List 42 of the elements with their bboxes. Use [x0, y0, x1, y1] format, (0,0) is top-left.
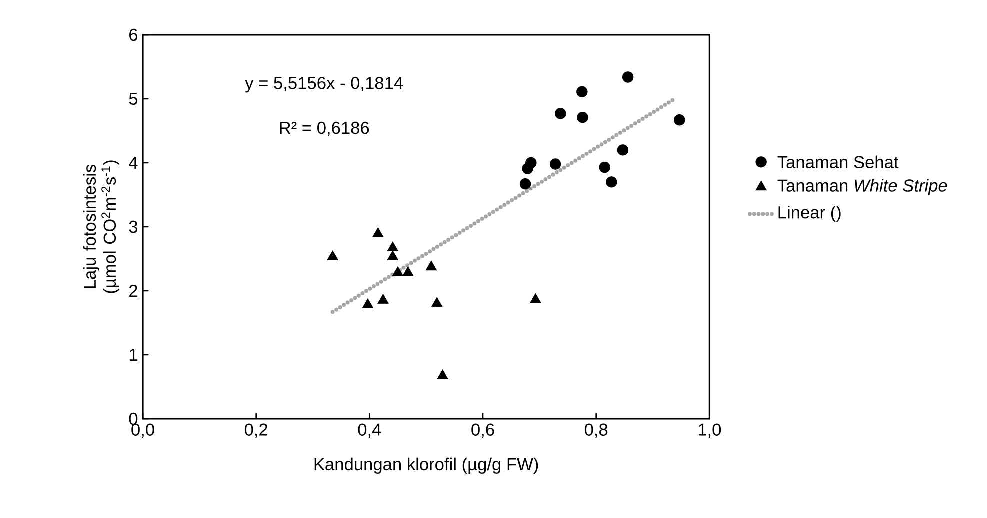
x-tick-label: 1,0	[698, 424, 722, 438]
x-tick-label: 0,8	[584, 424, 608, 438]
point	[530, 294, 542, 304]
point	[555, 108, 566, 120]
point	[387, 242, 398, 252]
point	[432, 297, 443, 308]
x-tick-label: 0,6	[472, 424, 494, 438]
point	[599, 162, 610, 174]
point	[520, 178, 532, 190]
point	[362, 298, 374, 308]
point	[622, 72, 634, 83]
legend-label: Linear ()	[778, 206, 841, 222]
y-tick-label: 2	[130, 284, 138, 298]
legend-label: Tanaman White Stripe	[778, 179, 948, 196]
point	[402, 266, 414, 276]
point	[617, 144, 629, 156]
point	[437, 370, 448, 380]
y-tick-label: 3	[129, 220, 138, 234]
y-tick-label: 0	[129, 412, 138, 426]
y-tick-label: 6	[130, 28, 138, 42]
point	[606, 176, 618, 188]
annotation: y = 5,5156x - 0,1814	[245, 77, 404, 93]
point	[550, 158, 562, 170]
y-tick-label: 1	[130, 349, 138, 361]
point	[392, 266, 404, 276]
point	[372, 228, 384, 238]
point	[577, 112, 588, 124]
x-tick-label: 0,4	[358, 424, 382, 438]
x-tick-label: 0,0	[132, 424, 154, 438]
legend-label: Tanaman Sehat	[778, 156, 899, 169]
point	[327, 250, 338, 260]
point	[576, 86, 588, 98]
y-tick-label: 5	[129, 92, 138, 106]
point	[426, 260, 438, 271]
point	[522, 163, 534, 174]
x-tick-label: 0,2	[244, 424, 268, 438]
point	[674, 114, 686, 126]
annotation: R² = 0,6186	[280, 122, 370, 136]
point	[378, 294, 389, 304]
y-tick-label: 4	[129, 157, 138, 169]
point	[387, 250, 398, 260]
x-axis-title: Kandungan klorofil (µg/g FW)	[314, 458, 538, 474]
